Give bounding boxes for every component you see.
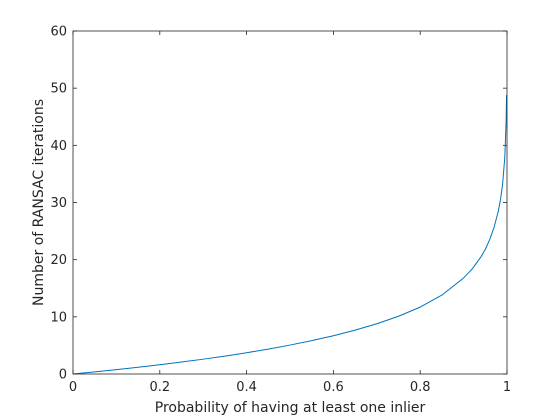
y-tick-label: 20 [50,253,67,268]
x-tick-label: 0.4 [236,380,257,395]
x-tick-label: 0 [69,380,77,395]
y-tick-label: 30 [50,196,67,211]
x-tick-label: 0.6 [323,380,344,395]
y-tick-label: 50 [50,82,67,97]
y-tick-label: 0 [59,368,67,383]
x-tick-label: 0.2 [149,380,170,395]
x-tick-labels: 0 0.2 0.4 0.6 0.8 1 [69,380,511,395]
y-tick-label: 10 [50,310,67,325]
x-axis-label: Probability of having at least one inlie… [155,400,426,416]
plot-area-background [73,31,507,374]
y-axis-label: Number of RANSAC iterations [31,99,47,306]
x-tick-label: 0.8 [410,380,431,395]
x-tick-label: 1 [503,380,511,395]
y-tick-labels: 0 10 20 30 40 50 60 [50,25,67,383]
y-tick-label: 60 [50,25,67,40]
y-tick-label: 40 [50,139,67,154]
